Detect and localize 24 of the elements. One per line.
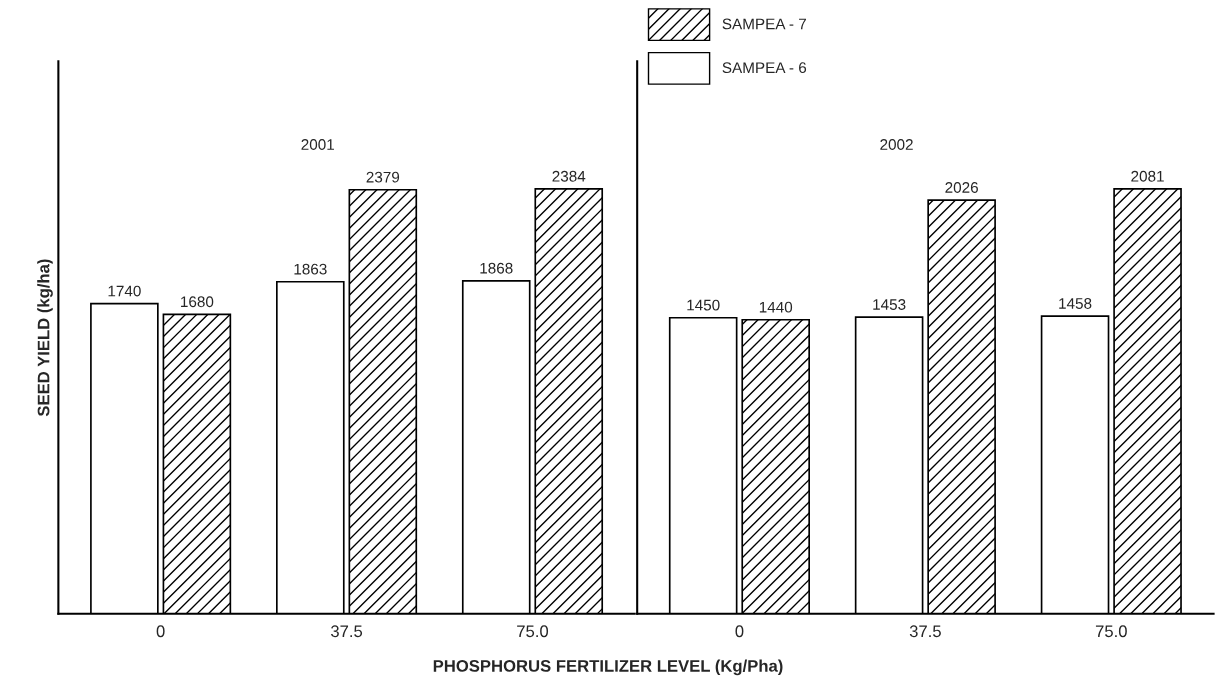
- x-tick-label: 75.0: [1095, 625, 1127, 638]
- data-label: 1740: [108, 285, 141, 297]
- data-label: 1458: [1059, 298, 1092, 309]
- y-axis-title: SEED YIELD (kg/ha): [37, 259, 53, 417]
- x-tick-label: 75.0: [517, 625, 549, 638]
- chart-title: 2002: [880, 139, 913, 150]
- x-tick-label: 37.5: [909, 625, 941, 638]
- data-label: 1440: [759, 301, 793, 313]
- legend-label: SAMPEA - 6: [722, 62, 807, 74]
- x-tick-label: 0: [156, 625, 165, 638]
- data-label: 2081: [1131, 170, 1164, 182]
- data-label: 1450: [687, 299, 720, 311]
- x-axis-title: PHOSPHORUS FERTILIZER LEVEL (Kg/Pha): [433, 659, 783, 676]
- data-label: 2379: [366, 171, 400, 183]
- data-label: 2026: [945, 182, 978, 193]
- data-label: 2384: [552, 170, 586, 182]
- legend-label: SAMPEA - 7: [722, 18, 806, 30]
- data-label: 1863: [294, 263, 327, 275]
- chart-title: 2001: [301, 139, 334, 150]
- data-label: 1868: [480, 262, 513, 274]
- data-label: 1453: [873, 299, 906, 310]
- x-tick-label: 37.5: [330, 625, 363, 638]
- x-tick-label: 0: [735, 625, 744, 638]
- data-label: 1680: [181, 296, 214, 308]
